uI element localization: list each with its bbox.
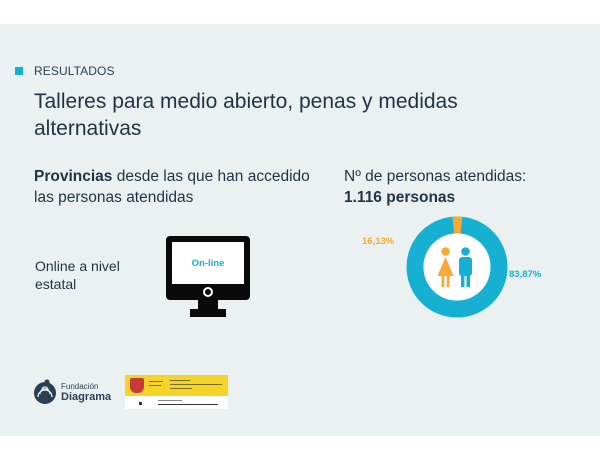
monitor-base bbox=[190, 309, 226, 317]
monitor-neck bbox=[198, 300, 218, 310]
gender-donut-chart bbox=[406, 216, 508, 318]
fundacion-diagrama-logo: Fundación Diagrama bbox=[33, 378, 111, 406]
logo-line1: Fundación bbox=[61, 382, 99, 391]
provinces-heading-rest: desde las que han accedido las personas … bbox=[34, 168, 310, 206]
gov-text-line bbox=[149, 381, 163, 382]
women-percentage: 16,13% bbox=[362, 236, 395, 247]
gov-bottom-text bbox=[158, 404, 218, 405]
persons-heading-label: Nº de personas atendidas: bbox=[344, 168, 527, 185]
woman-icon bbox=[437, 247, 454, 287]
section-tag: RESULTADOS bbox=[15, 64, 115, 78]
persons-count: 1.116 personas bbox=[344, 189, 456, 206]
monitor-screen: On-line bbox=[172, 242, 244, 284]
power-button-icon bbox=[203, 287, 213, 297]
gov-text-line bbox=[170, 384, 222, 385]
coat-of-arms-icon bbox=[130, 378, 144, 393]
man-icon bbox=[459, 247, 472, 287]
logo-line2: Diagrama bbox=[61, 391, 112, 403]
content-panel bbox=[0, 24, 600, 436]
gov-text-line bbox=[170, 388, 192, 389]
provinces-heading: Provincias desde las que han accedido la… bbox=[34, 166, 314, 208]
persons-heading: Nº de personas atendidas: 1.116 personas bbox=[344, 166, 584, 208]
monitor-icon: On-line bbox=[166, 236, 250, 320]
gov-text-line bbox=[158, 400, 182, 401]
gov-logo-banner bbox=[125, 375, 228, 396]
page-title: Talleres para medio abierto, penas y med… bbox=[34, 90, 458, 140]
men-percentage: 83,87% bbox=[509, 269, 542, 280]
section-square-icon bbox=[15, 67, 23, 75]
screen-label: On-line bbox=[191, 257, 225, 269]
donut-center bbox=[423, 233, 491, 301]
gov-text-line bbox=[149, 385, 161, 386]
diagrama-emblem-icon bbox=[34, 379, 56, 404]
section-label: RESULTADOS bbox=[34, 64, 115, 78]
spanish-government-logo bbox=[125, 375, 228, 409]
provinces-heading-bold: Provincias bbox=[34, 168, 113, 185]
gov-text-line bbox=[170, 380, 190, 381]
checkmark-icon bbox=[139, 402, 142, 405]
online-text: Online a nivel estatal bbox=[35, 258, 120, 292]
monitor-frame: On-line bbox=[166, 236, 250, 300]
